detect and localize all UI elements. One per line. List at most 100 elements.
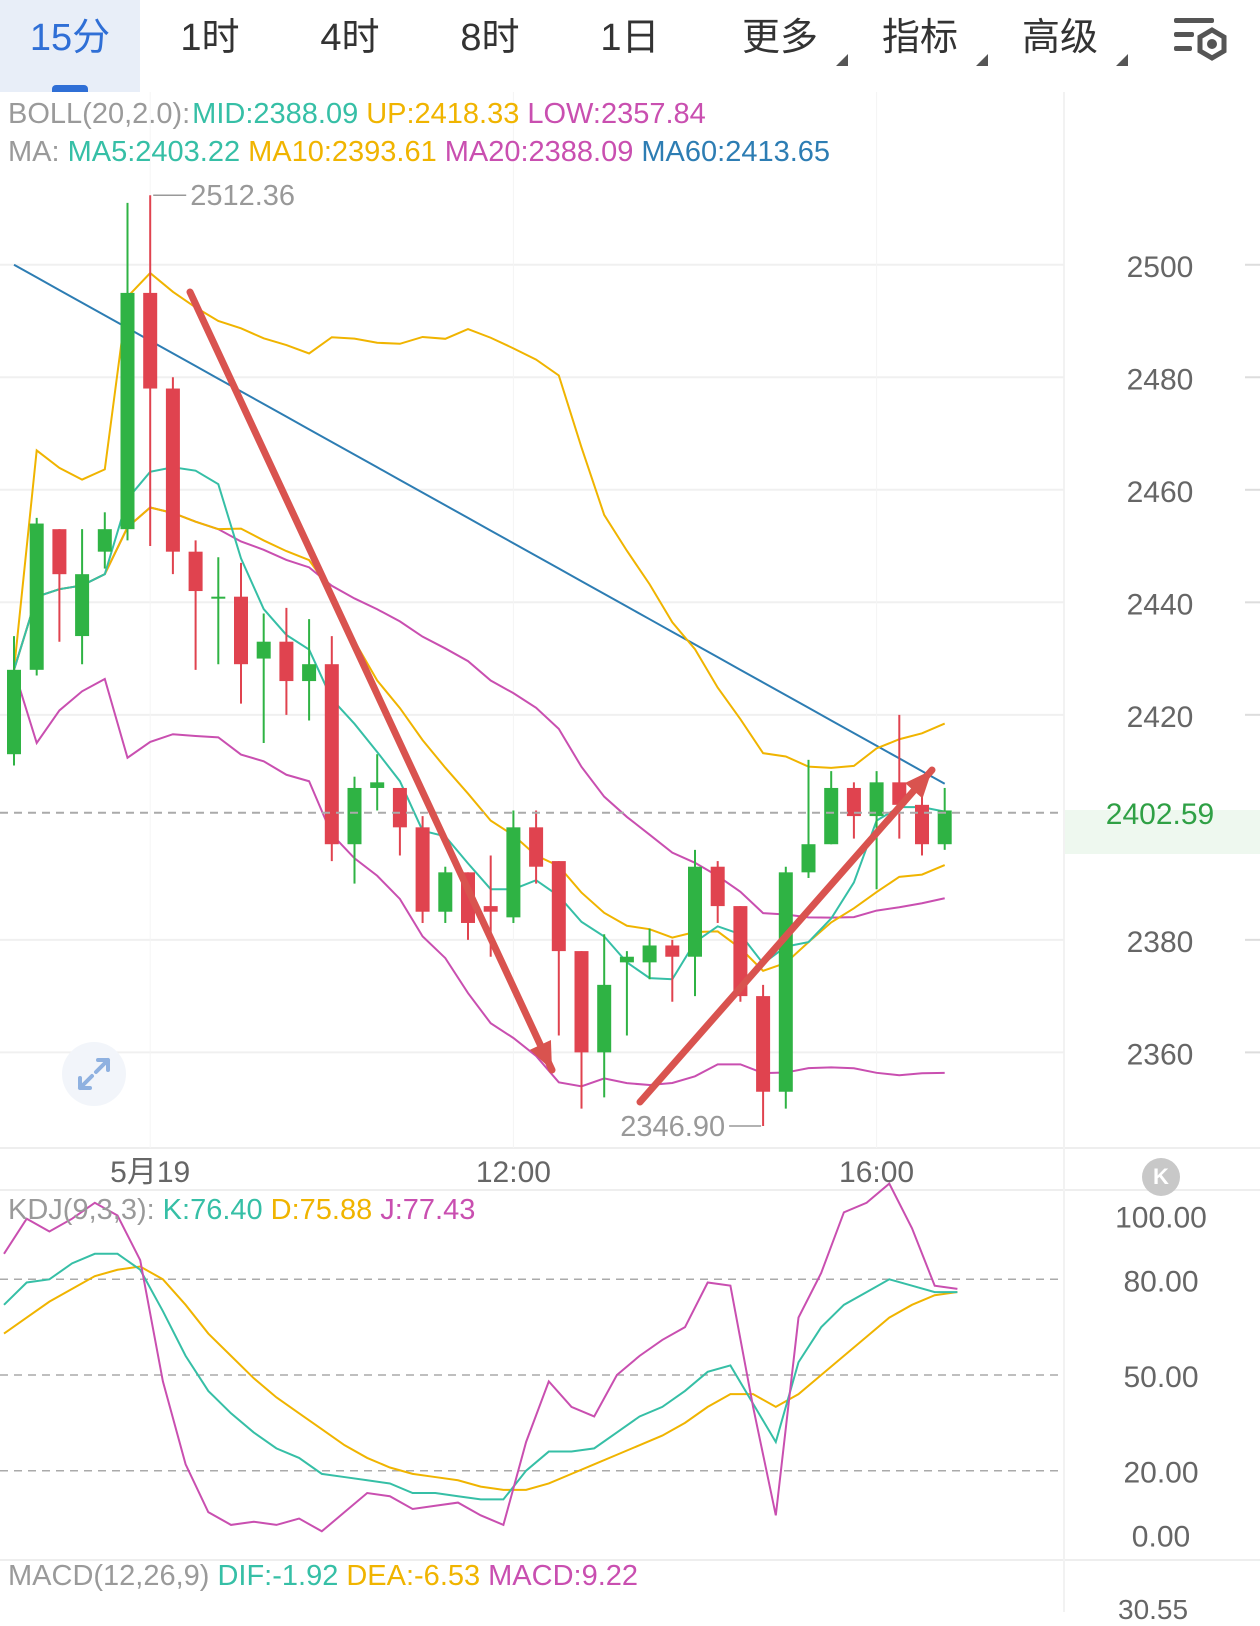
ma10-line — [13, 506, 946, 972]
dropdown-triangle-icon — [976, 54, 988, 66]
kdj-j-line — [3, 1182, 958, 1533]
macd-axis-top-label: 30.55 — [1118, 1594, 1189, 1625]
ma5-value: MA5:2403.22 — [67, 136, 241, 168]
kline-toggle-icon[interactable]: K — [1142, 1158, 1180, 1196]
tab-1d[interactable]: 1日 — [560, 0, 700, 92]
tab-label: 高级 — [1021, 17, 1098, 59]
boll-name: BOLL(20,2.0): — [8, 98, 191, 130]
ma5-line — [13, 466, 945, 981]
candle-body — [75, 574, 90, 637]
boll-mid: MID:2388.09 — [192, 98, 359, 130]
kdj-tick-label: 100.00 — [1115, 1202, 1207, 1235]
low-price-label: 2346.90 — [620, 1111, 725, 1143]
tab-indicators[interactable]: 指标 — [860, 0, 988, 92]
candle-body — [483, 906, 498, 912]
tab-label: 1日 — [600, 17, 660, 59]
price-tick-label: 2420 — [1127, 701, 1194, 734]
annotation-arrow-up — [636, 766, 936, 1106]
chart-settings-icon[interactable] — [1172, 14, 1230, 66]
kdj-tick-label: 50.00 — [1123, 1361, 1198, 1394]
high-price-label: 2512.36 — [190, 180, 295, 212]
ma60-value: MA60:2413.65 — [641, 136, 831, 168]
expand-chart-icon[interactable] — [62, 1042, 126, 1106]
ma60-line — [13, 263, 946, 785]
candle-body — [778, 872, 793, 1092]
expand-arrows-glyph — [78, 1058, 110, 1090]
candle-body — [415, 827, 430, 912]
macd-dea: DEA:-6.53 — [346, 1560, 481, 1592]
ma10-value: MA10:2393.61 — [248, 136, 437, 168]
tab-label: 8时 — [460, 17, 520, 59]
tab-advanced[interactable]: 高级 — [1000, 0, 1128, 92]
price-tick-label: 2500 — [1127, 251, 1194, 284]
macd-legend: MACD(12,26,9) DIF:-1.92 DEA:-6.53 MACD:9.22 — [8, 1560, 646, 1593]
last-price-label: 2402.59 — [1106, 798, 1214, 831]
macd-dif: DIF:-1.92 — [217, 1560, 339, 1592]
candle-body — [302, 664, 317, 682]
boll-lower-line — [13, 669, 945, 1088]
candle-body — [869, 782, 884, 817]
tab-8h[interactable]: 8时 — [420, 0, 560, 92]
candle-body — [801, 844, 816, 873]
time-axis-label: 12:00 — [476, 1156, 551, 1189]
kdj-name: KDJ(9,3,3): — [8, 1194, 155, 1226]
price-tick-label: 2380 — [1127, 926, 1194, 959]
candle-body — [574, 951, 589, 1053]
candle-body — [937, 810, 952, 845]
candle-body — [529, 827, 544, 867]
kdj-k-line — [3, 1252, 958, 1501]
price-tick-label: 2360 — [1127, 1038, 1194, 1071]
candle-body — [642, 945, 657, 963]
tab-1h[interactable]: 1时 — [140, 0, 280, 92]
candle-body — [619, 956, 634, 963]
candle-body — [29, 523, 44, 670]
annotation-arrow-down-head — [529, 1040, 552, 1070]
price-tick-label: 2440 — [1127, 588, 1194, 621]
annotation-arrow-up-head — [904, 770, 932, 799]
candle-body — [597, 984, 612, 1053]
candle-body — [846, 787, 861, 817]
candle-body — [256, 641, 271, 659]
kdj-d: D:75.88 — [270, 1194, 373, 1226]
tab-label: 1时 — [180, 17, 240, 59]
tab-15m[interactable]: 15分 — [0, 0, 140, 92]
candle-body — [234, 596, 248, 665]
price-tick-label: 2480 — [1127, 363, 1194, 396]
candle-body — [506, 827, 521, 918]
candle-body — [324, 664, 339, 845]
dropdown-triangle-icon — [1116, 54, 1128, 66]
candle-body — [733, 906, 748, 997]
kdj-k: K:76.40 — [162, 1194, 263, 1226]
macd-name: MACD(12,26,9) — [8, 1560, 210, 1592]
boll-up: UP:2418.33 — [366, 98, 520, 130]
tab-4h[interactable]: 4时 — [280, 0, 420, 92]
tab-label: 指标 — [881, 17, 958, 59]
active-tab-indicator — [52, 85, 88, 92]
time-axis-label: 5月19 — [110, 1156, 190, 1189]
macd-value: MACD:9.22 — [488, 1560, 639, 1592]
candle-body — [52, 529, 67, 575]
candle-body — [347, 787, 362, 845]
kdj-j: J:77.43 — [380, 1194, 476, 1226]
tab-more[interactable]: 更多 — [720, 0, 848, 92]
candle-body — [438, 872, 453, 912]
candle-body — [97, 529, 112, 552]
candle-body — [915, 804, 929, 845]
kdj-tick-label: 0.00 — [1132, 1520, 1190, 1553]
candle-body — [551, 861, 566, 952]
candle-body — [143, 292, 158, 389]
tab-label: 15分 — [29, 17, 111, 59]
candle-body — [120, 292, 135, 530]
tab-label: 4时 — [320, 17, 380, 59]
candle-body — [756, 996, 771, 1092]
price-tick-label: 2460 — [1127, 476, 1194, 509]
boll-upper-line — [13, 271, 946, 769]
candle-body — [392, 787, 407, 828]
candle-body — [688, 866, 702, 957]
annotation-arrow-down — [186, 288, 556, 1074]
candle-body — [370, 782, 385, 788]
kdj-tick-label: 80.00 — [1123, 1265, 1198, 1298]
time-axis-label: 16:00 — [839, 1156, 914, 1189]
candle-body — [665, 945, 680, 957]
